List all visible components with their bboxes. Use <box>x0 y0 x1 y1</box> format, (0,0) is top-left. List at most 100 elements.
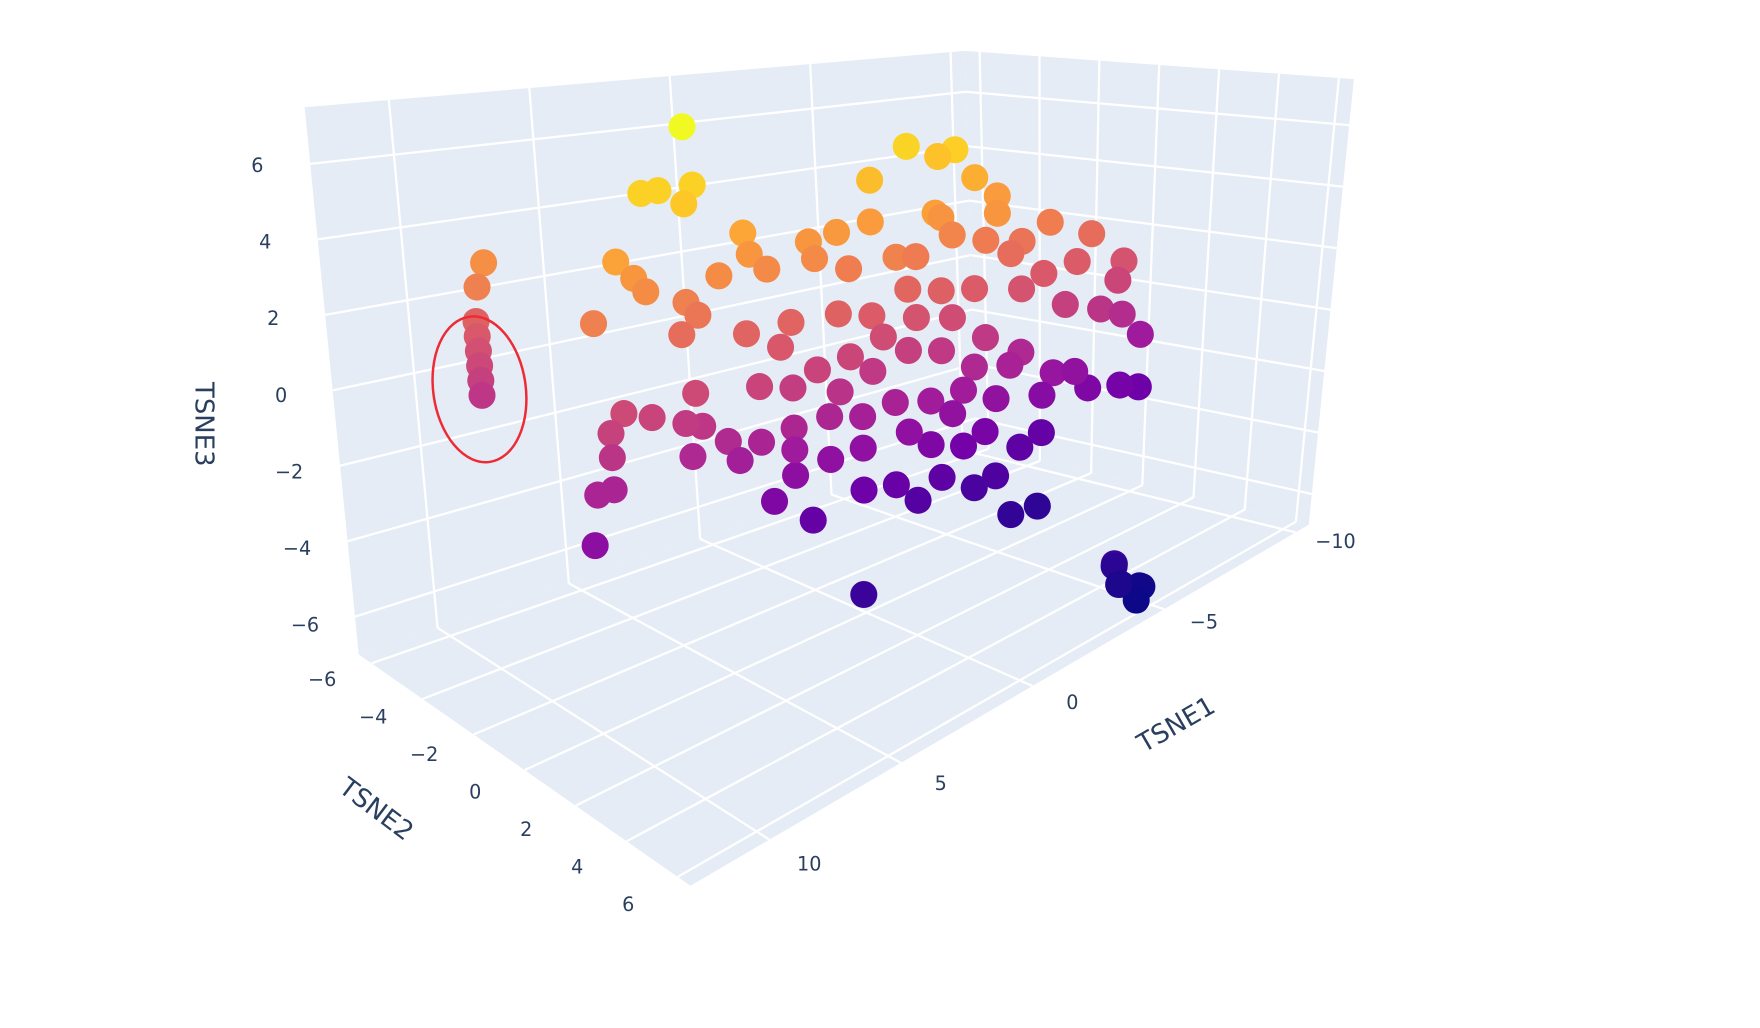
data-point <box>782 461 810 489</box>
grid-line <box>332 254 971 392</box>
data-point <box>799 506 827 534</box>
data-point <box>982 462 1010 490</box>
data-point <box>982 385 1010 413</box>
data-point <box>849 403 877 431</box>
data-point <box>1063 248 1091 276</box>
grid-line <box>524 484 1143 772</box>
data-point <box>1030 259 1058 287</box>
data-point <box>961 164 989 192</box>
y-tick-label: −2 <box>410 743 438 766</box>
data-point <box>895 418 923 446</box>
y-tick-label: 0 <box>469 780 481 803</box>
data-point <box>729 219 757 247</box>
data-point <box>816 403 844 431</box>
data-point <box>824 300 852 328</box>
data-point <box>892 132 920 160</box>
z-tick-label: 6 <box>251 154 263 177</box>
x-tick-label: 10 <box>797 853 821 876</box>
y-tick-label: −4 <box>359 705 387 728</box>
data-point <box>835 255 863 283</box>
data-point <box>869 323 897 351</box>
data-point <box>817 445 845 473</box>
y-tick-label: 2 <box>520 818 532 841</box>
data-point <box>939 400 967 428</box>
z-tick-label: −2 <box>275 460 303 483</box>
data-point <box>904 486 932 514</box>
data-point <box>781 436 809 464</box>
data-point <box>1126 320 1154 348</box>
data-point <box>1051 290 1079 318</box>
data-point <box>859 357 887 385</box>
grid-line <box>967 145 1344 188</box>
data-point <box>803 356 831 384</box>
data-point <box>1104 266 1132 294</box>
data-point <box>584 481 612 509</box>
data-point <box>850 580 878 609</box>
data-point <box>856 208 884 236</box>
z-tick-label: 0 <box>275 384 287 407</box>
grid-line <box>1294 77 1340 522</box>
data-point <box>627 179 655 208</box>
data-point <box>777 308 805 336</box>
data-point <box>997 501 1025 529</box>
y-tick-label: 6 <box>622 893 634 916</box>
data-point <box>668 321 696 349</box>
walls <box>304 50 1354 886</box>
data-point <box>1087 295 1115 323</box>
z-axis-title: TSNE3 <box>189 381 219 467</box>
data-point <box>961 275 989 303</box>
data-point <box>780 414 808 442</box>
data-point <box>927 277 955 305</box>
data-point <box>917 431 945 459</box>
data-point <box>882 471 910 499</box>
data-point <box>924 142 952 171</box>
ticks: −10 −5 0 5 10 −6 −4 −2 0 2 4 6 −6 −4 −2 0 2 4 6 <box>251 154 1356 916</box>
data-point <box>1108 300 1136 328</box>
data-point <box>983 199 1011 227</box>
data-point <box>894 275 922 303</box>
y-tick-label: −6 <box>308 668 336 691</box>
data-point <box>598 444 626 472</box>
data-point <box>849 434 877 462</box>
data-point <box>638 404 666 432</box>
data-point <box>972 226 1000 254</box>
grid-line <box>1243 73 1281 510</box>
data-point <box>760 487 789 515</box>
data-point <box>468 381 496 409</box>
grid-line <box>575 496 1195 807</box>
z-tick-label: −4 <box>283 537 311 560</box>
data-point <box>672 409 700 438</box>
grid-line <box>1141 64 1161 486</box>
data-point <box>1023 492 1051 520</box>
data-point <box>960 353 988 381</box>
data-point <box>927 337 956 365</box>
grid-line <box>347 362 974 543</box>
highlight-annotation <box>431 315 528 464</box>
data-point <box>705 262 733 290</box>
data-point <box>632 278 660 306</box>
data-point <box>597 420 625 448</box>
data-point <box>581 532 609 560</box>
data-point <box>753 255 781 283</box>
data-point <box>836 343 864 371</box>
grid-line <box>339 308 973 467</box>
grid-line <box>1089 60 1101 474</box>
data-point <box>938 221 966 249</box>
data-point <box>610 400 638 428</box>
data-point <box>1039 359 1067 387</box>
data-point <box>684 301 712 329</box>
data-point <box>928 463 956 491</box>
data-point <box>602 248 630 276</box>
back-left-wall <box>304 50 976 655</box>
data-point <box>800 245 829 273</box>
data-point <box>1078 220 1106 248</box>
grid-line <box>973 362 1319 434</box>
grid-line <box>422 459 1041 700</box>
floor-wall <box>358 445 1309 886</box>
data-point <box>470 249 498 277</box>
data-point <box>881 388 909 417</box>
grid-line <box>970 254 1331 311</box>
points <box>462 113 1156 614</box>
data-point <box>1105 570 1133 599</box>
